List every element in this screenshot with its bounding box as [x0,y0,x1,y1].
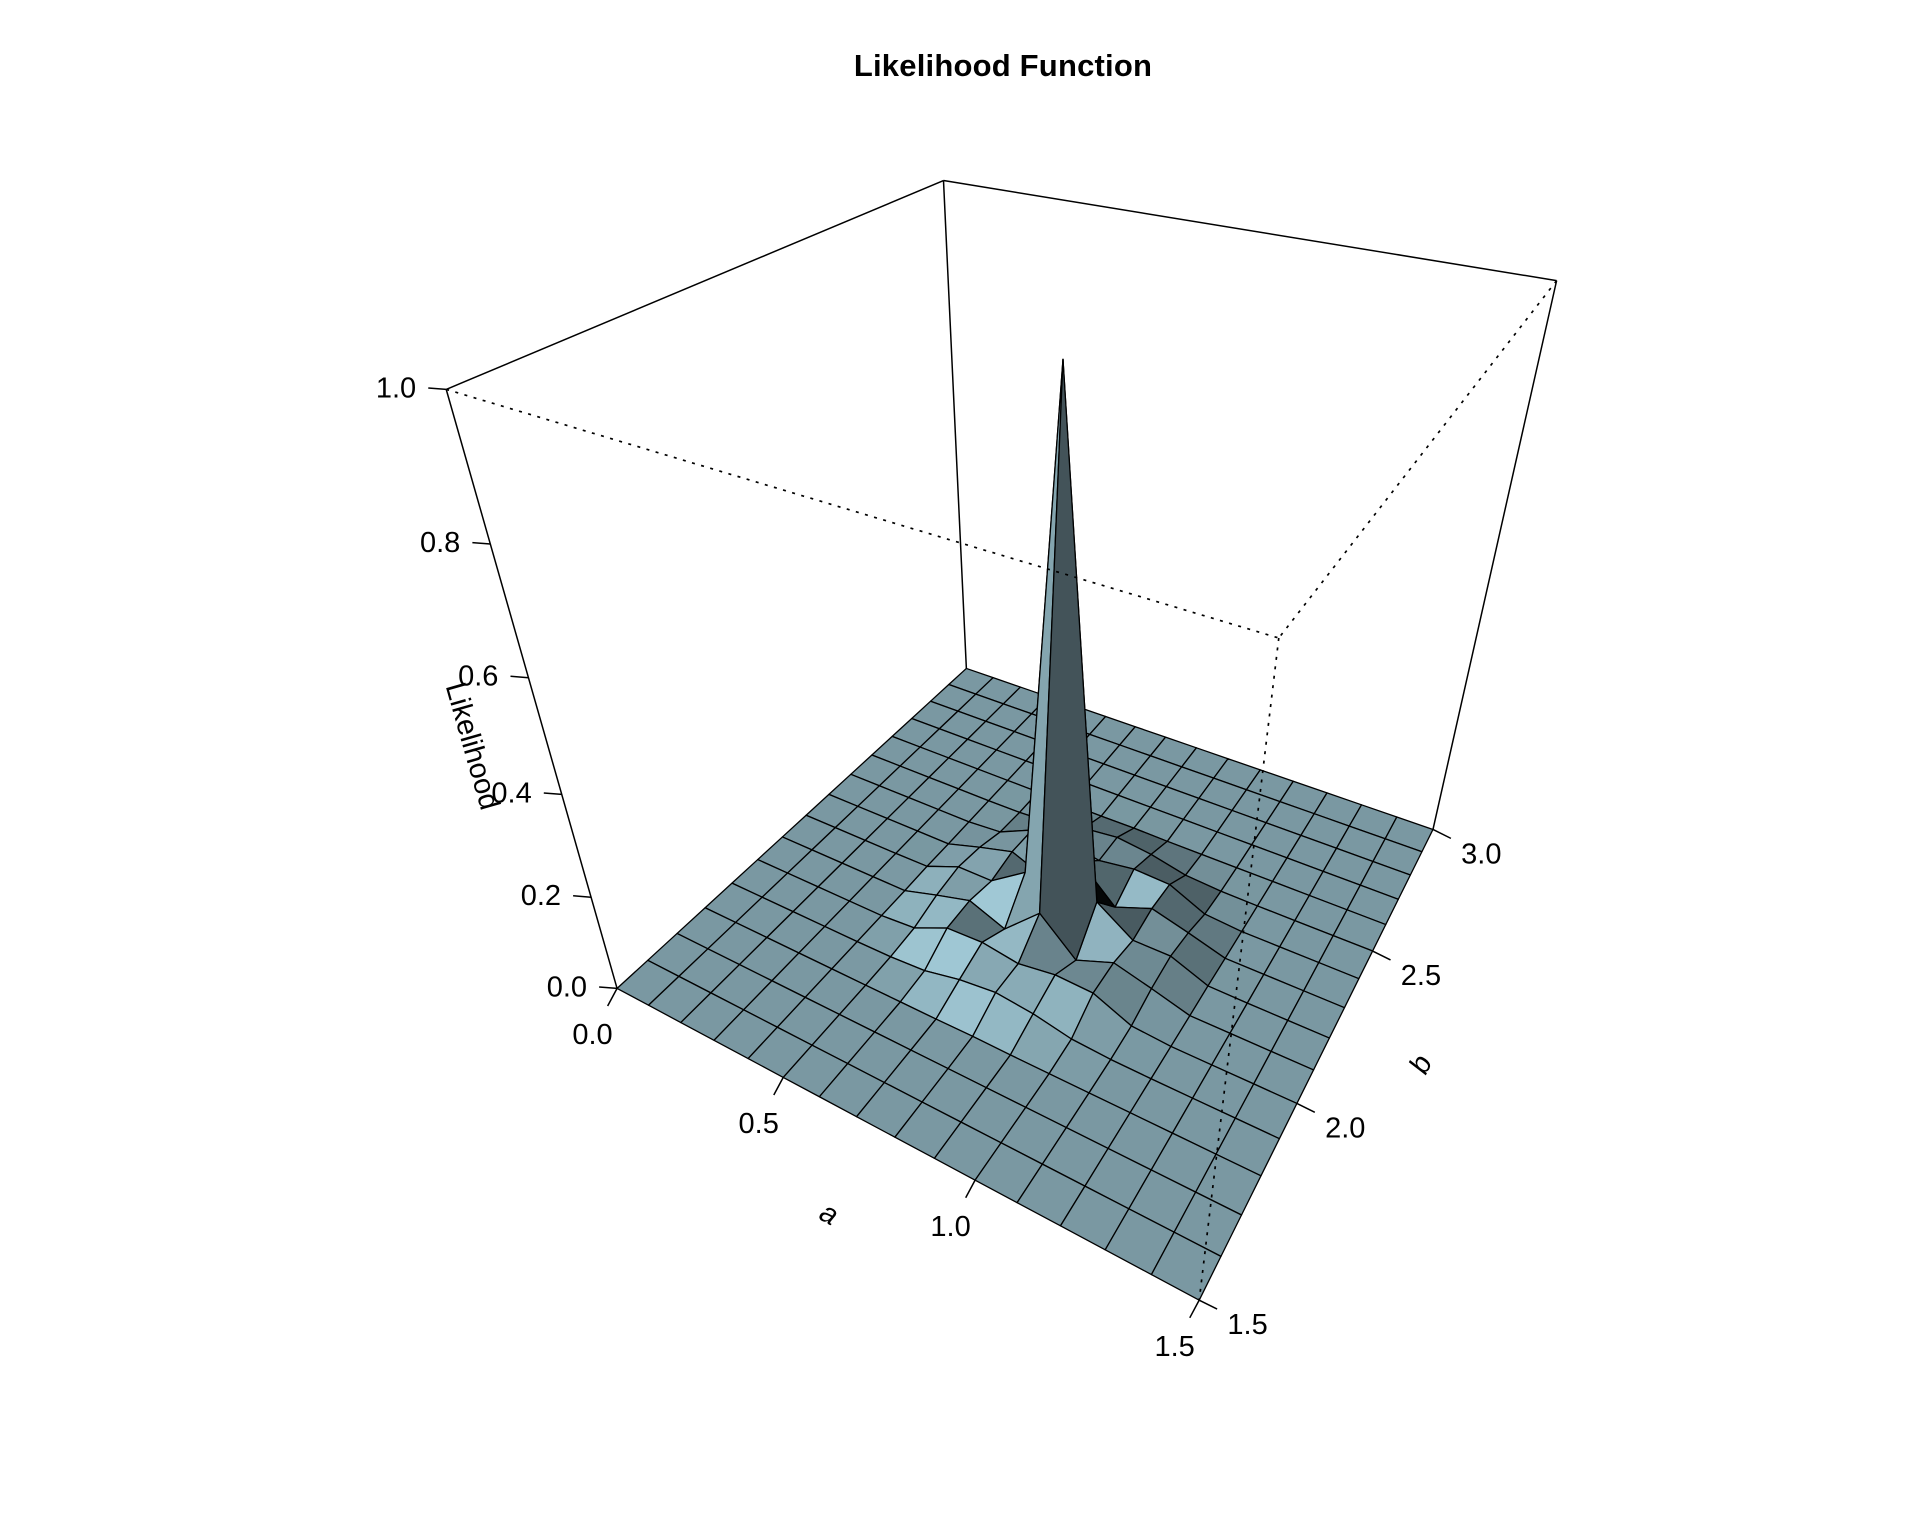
axis-or-box-line [510,675,529,679]
axis-or-box-line [1432,280,1558,830]
axis-or-box-line [1278,280,1558,639]
axis-text: 1.0 [376,372,416,404]
axis-text: 1.5 [1227,1309,1267,1341]
axis-text: 0.0 [572,1019,612,1051]
axis-or-box-line [428,387,447,391]
axis-text: 2.0 [1325,1112,1365,1144]
axis-text: 0.0 [547,971,587,1003]
title-row: Likelihood Function [0,48,1920,84]
axis-or-box-line [1372,950,1391,961]
axis-or-box-line [606,988,618,1007]
axis-or-box-line [1198,637,1280,1301]
axis-text: 2.5 [1401,960,1441,992]
axis-text: 1.0 [930,1211,970,1243]
axis-or-box-line [1296,1102,1316,1114]
axis-or-box-line [543,792,562,796]
axis-or-box-line [1189,1299,1200,1319]
axis-text: 0.4 [491,777,531,809]
axis-text: 0.2 [521,880,561,912]
axis-text: 1.5 [1154,1331,1194,1363]
axis-text: 0.6 [458,661,498,693]
axis-or-box-line [472,541,491,545]
axis-or-box-line [965,1179,976,1199]
axis-or-box-line [773,1077,784,1096]
axis-or-box-line [1198,1299,1218,1310]
surface-facet [1150,1231,1222,1301]
axis-or-box-line [599,986,618,990]
axis-text: a [814,1196,843,1232]
axis-or-box-line [445,388,1280,639]
axis-text: 0.8 [420,527,460,559]
axis-text: 0.5 [739,1108,779,1140]
axis-text: b [1403,1050,1439,1079]
axis-or-box-line [1432,828,1452,840]
axis-or-box-line [573,895,592,898]
chart-title: Likelihood Function [853,48,1153,83]
axis-text: 3.0 [1461,838,1501,870]
axis-or-box-line [943,179,1557,282]
axis-or-box-line [445,179,944,391]
axis-or-box-line [942,180,968,669]
axis-text: Likelihood [439,679,506,813]
axis-or-box-line [445,389,618,989]
surface-facet [1038,358,1098,961]
